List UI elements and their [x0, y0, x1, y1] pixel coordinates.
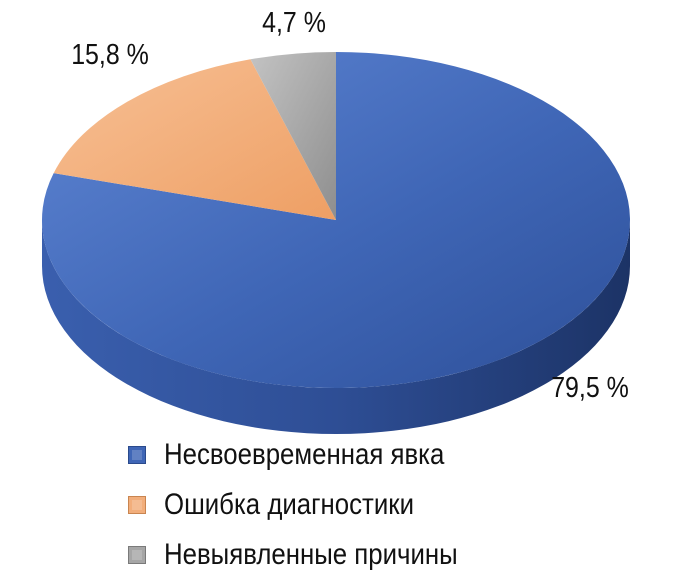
pie-side-layer	[42, 220, 630, 434]
legend-swatch-late-visit	[128, 446, 146, 464]
pie-value-label-late-visit: 79,5 %	[551, 371, 629, 403]
pie-value-label-unknown-reasons: 4,7 %	[262, 6, 326, 38]
pie-slice-side-late-visit	[42, 220, 630, 434]
legend-label-late-visit: Несвоевременная явка	[164, 438, 445, 471]
pie-top-layer	[41, 52, 630, 388]
pie-slice-late-visit	[41, 52, 630, 388]
legend-item-unknown-reasons: Невыявленные причины	[128, 530, 648, 580]
legend-label-unknown-reasons: Невыявленные причины	[164, 538, 458, 571]
pie-slice-diagnostic-error	[53, 59, 337, 220]
legend-swatch-unknown-reasons	[128, 546, 146, 564]
legend: Несвоевременная явка Ошибка диагностики …	[128, 430, 648, 580]
legend-swatch-diagnostic-error	[128, 496, 146, 514]
pie-value-label-diagnostic-error: 15,8 %	[71, 38, 149, 70]
legend-item-late-visit: Несвоевременная явка	[128, 430, 648, 480]
legend-item-diagnostic-error: Ошибка диагностики	[128, 480, 648, 530]
legend-label-diagnostic-error: Ошибка диагностики	[164, 488, 414, 521]
pie-slice-unknown-reasons	[250, 52, 336, 220]
pie-labels-layer: 79,5 % 15,8 % 4,7 %	[71, 6, 629, 403]
